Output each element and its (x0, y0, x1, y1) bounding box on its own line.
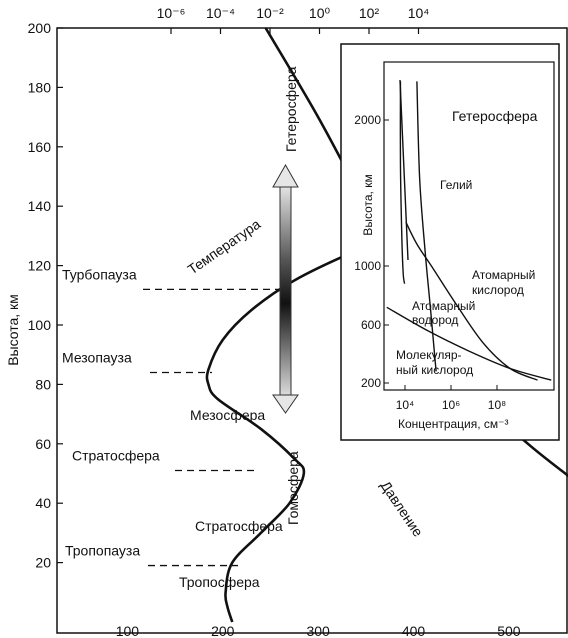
top-tick-label: 10⁴ (408, 5, 430, 21)
inset-plot-frame (383, 61, 555, 391)
inset-atomic-hydrogen-line (399, 81, 406, 284)
inset-y-axis-ticks: 200 600 1000 2000 (354, 113, 389, 390)
y-tick-label: 120 (28, 258, 52, 274)
top-tick-label: 10⁻⁶ (157, 5, 186, 21)
inset-ah-label-1: Атомарный (412, 299, 475, 313)
top-tick-label: 10² (359, 5, 380, 21)
mesosphere-label: Мезосфера (190, 407, 265, 423)
stratosphere-region-label: Стратосфера (195, 518, 283, 534)
inset-ao-label-1: Атомарный (472, 268, 535, 282)
level-markers: Турбопауза Мезопауза Стратосфера Тропопауза (62, 266, 285, 567)
x-tick-label: 100 (116, 623, 140, 638)
y-tick-label: 160 (28, 139, 52, 155)
inset-helium-label: Гелий (440, 178, 472, 192)
inset-x-tick-label: 10⁶ (442, 398, 460, 412)
inset-chart: 200 600 1000 2000 10⁴ 10⁶ 10⁸ Высота, км Конц… (340, 43, 560, 441)
x-tick-label: 500 (497, 623, 521, 638)
x-tick-label: 300 (306, 623, 330, 638)
level-label: Турбопауза (62, 266, 137, 282)
x-axis-ticks: 100200300400500600700 (116, 623, 521, 638)
top-tick-label: 10⁰ (309, 5, 331, 21)
inset-helium-line (416, 81, 437, 372)
plot-frame (56, 27, 568, 634)
homosphere-label: Гомосфера (285, 451, 301, 525)
inset-y-tick-label: 600 (361, 318, 381, 332)
inset-x-tick-label: 10⁸ (488, 398, 506, 412)
pressure-label: Давление (378, 478, 427, 540)
inset-outer-box (340, 43, 560, 441)
inset-title: Гетеросфера (452, 108, 538, 124)
inset-x-tick-label: 10⁴ (396, 398, 415, 412)
inset-ao-label-2: кислород (472, 283, 524, 297)
y-tick-label: 40 (35, 495, 51, 511)
temperature-label: Температура (185, 216, 264, 278)
inset-y-tick-label: 1000 (354, 259, 381, 273)
troposphere-label: Тропосфера (179, 574, 260, 590)
y-tick-label: 80 (35, 376, 51, 392)
temperature-curve (205, 190, 510, 623)
y-tick-label: 140 (28, 198, 52, 214)
level-label: Тропопауза (65, 543, 140, 559)
inset-molecular-oxygen-line (386, 306, 552, 381)
top-axis-ticks: 10⁻⁶ 10⁻⁴ 10⁻² 10⁰ 10² 10⁴ (157, 5, 430, 34)
top-tick-label: 10⁻² (256, 5, 284, 21)
y-axis-label: Высота, км (5, 294, 21, 366)
inset-extra-line (399, 79, 409, 261)
inset-y-label: Высота, км (361, 174, 375, 235)
y-tick-label: 180 (28, 79, 52, 95)
inset-x-axis-ticks: 10⁴ 10⁶ 10⁸ (396, 385, 506, 412)
inset-y-tick-label: 2000 (354, 113, 381, 127)
heterosphere-label: Гетеросфера (283, 66, 299, 152)
inset-ah-label-2: водород (412, 313, 458, 327)
inset-y-tick-label: 200 (361, 376, 381, 390)
y-tick-label: 200 (28, 20, 52, 36)
y-tick-label: 60 (35, 436, 51, 452)
x-tick-label: 400 (402, 623, 426, 638)
y-tick-label: 100 (28, 317, 52, 333)
top-tick-label: 10⁻⁴ (206, 5, 235, 21)
heterosphere-homosphere-arrow (272, 163, 299, 414)
inset-mo-label-2: ный кислород (396, 363, 473, 377)
y-axis-ticks: 20 40 60 80 100 120 140 160 180 200 (28, 20, 63, 571)
x-tick-label: 200 (211, 623, 235, 638)
level-label: Мезопауза (62, 350, 132, 366)
inset-x-label: Концентрация, см⁻³ (398, 417, 509, 431)
y-tick-label: 20 (35, 555, 51, 571)
level-label: Стратосфера (72, 448, 160, 464)
inset-mo-label-1: Молекуляр- (396, 348, 462, 362)
